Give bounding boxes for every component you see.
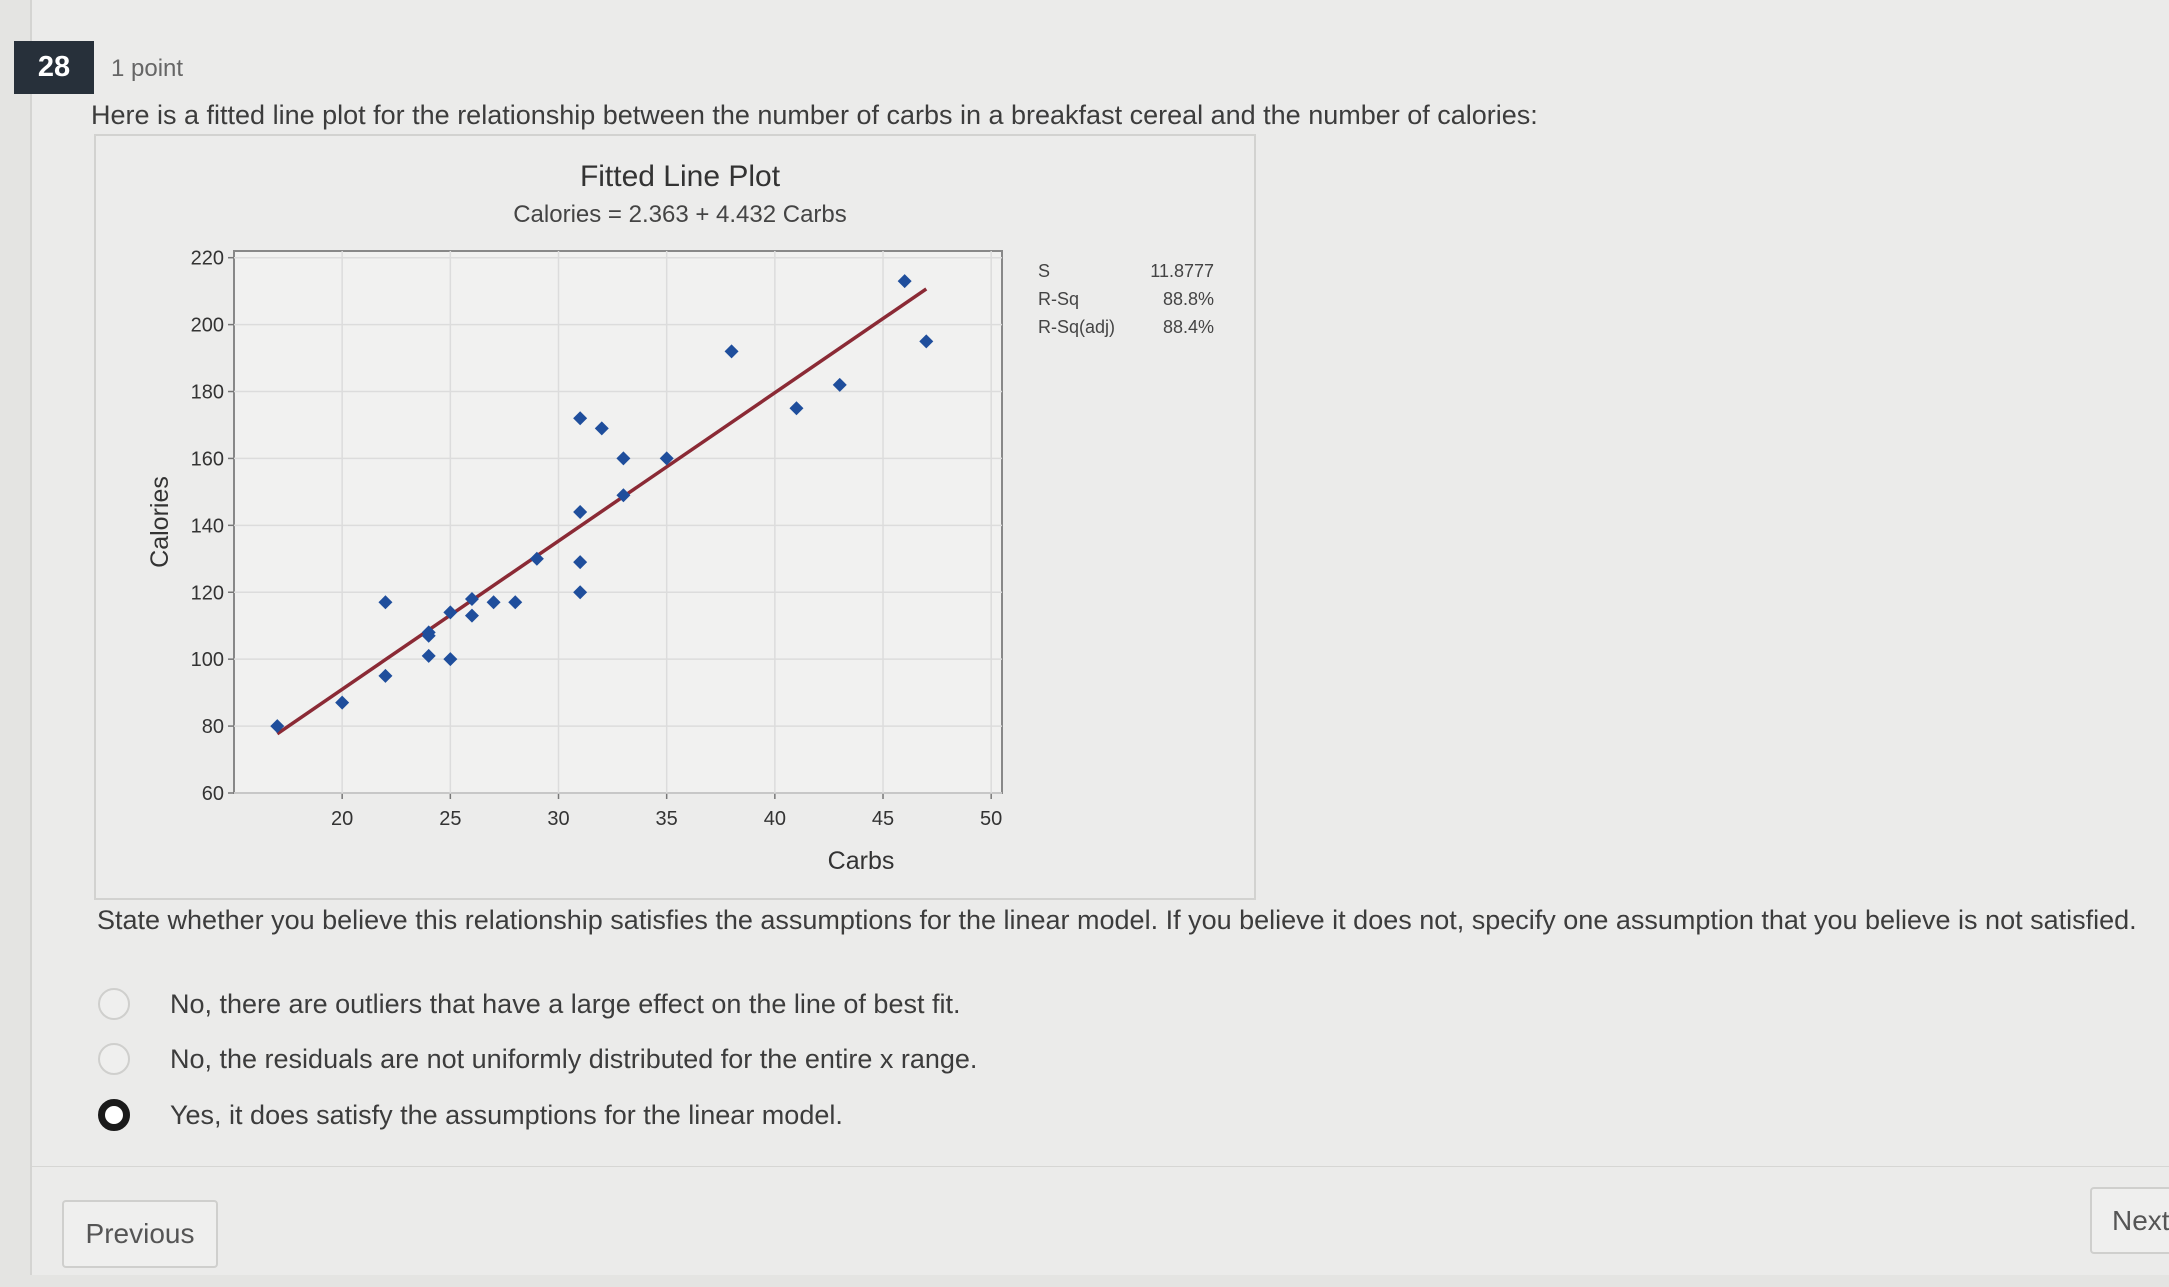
data-point [464,591,479,606]
data-point [270,719,285,734]
data-point [573,504,588,519]
stats-table: S 11.8777 R-Sq 88.8% R-Sq(adj) 88.4% [1038,261,1214,337]
x-tick-label: 45 [872,808,894,830]
data-point [789,401,804,416]
next-button[interactable]: Next [2090,1187,2169,1254]
y-tick-label: 120 [191,582,224,604]
data-point [378,595,393,610]
data-point [421,628,436,643]
y-tick-label: 80 [202,716,224,738]
x-tick-label: 20 [331,808,353,830]
fitted-line-plot: Fitted Line Plot Calories = 2.363 + 4.43… [94,134,1256,900]
data-point [573,411,588,426]
data-point [443,605,458,620]
data-point [508,595,523,610]
answer-option-residuals[interactable]: No, the residuals are not uniformly dist… [98,1043,977,1075]
data-point [616,488,631,503]
radio-button[interactable] [98,988,130,1020]
data-point [594,421,609,436]
data-point [724,344,739,359]
option-label: No, the residuals are not uniformly dist… [170,1043,978,1074]
data-point [573,585,588,600]
option-label: Yes, it does satisfy the assumptions for… [170,1099,843,1130]
stat-label: S [1038,261,1050,281]
option-label: No, there are outliers that have a large… [170,988,961,1019]
x-tick-label: 25 [439,808,461,830]
data-point [616,451,631,466]
stat-value: 11.8777 [1150,261,1214,281]
x-tick-label: 30 [547,808,569,830]
points-label: 1 point [111,55,184,82]
question-number-badge: 28 [14,41,94,94]
y-tick-label: 60 [202,783,224,805]
x-tick-label: 40 [764,808,786,830]
x-tick-label: 50 [980,808,1002,830]
y-tick-label: 220 [191,248,224,270]
stat-label: R-Sq(adj) [1038,317,1115,337]
radio-button-selected[interactable] [98,1099,130,1131]
y-tick-label: 200 [191,315,224,337]
fitted-line [276,287,928,736]
answer-option-yes[interactable]: Yes, it does satisfy the assumptions for… [98,1099,843,1131]
data-point [659,451,674,466]
data-point [421,648,436,663]
y-tick-label: 100 [191,649,224,671]
y-tick-label: 160 [191,448,224,470]
stat-label: R-Sq [1038,289,1079,309]
data-point [443,652,458,667]
y-tick-label: 140 [191,515,224,537]
x-tick-label: 35 [656,808,678,830]
data-point [919,334,934,349]
previous-button[interactable]: Previous [62,1200,218,1268]
chart-subtitle: Calories = 2.363 + 4.432 Carbs [513,201,847,228]
plot-frame [233,250,1003,794]
data-point [335,695,350,710]
chart-svg: Fitted Line Plot Calories = 2.363 + 4.43… [146,160,1214,875]
stat-value: 88.4% [1163,317,1214,337]
question-prompt: State whether you believe this relations… [97,905,2137,935]
radio-button[interactable] [98,1043,130,1075]
data-point [378,668,393,683]
divider [32,1166,2169,1167]
chart-title: Fitted Line Plot [580,160,781,193]
data-point [573,555,588,570]
y-axis-label: Calories [146,476,174,568]
data-point [897,274,912,289]
data-point [464,608,479,623]
question-text: Here is a fitted line plot for the relat… [91,100,1538,130]
data-point [832,377,847,392]
answer-option-outliers[interactable]: No, there are outliers that have a large… [98,988,960,1020]
y-tick-label: 180 [191,382,224,404]
x-axis-label: Carbs [828,847,895,875]
plot-area: 20 25 30 35 40 45 50 60 80 100 120 140 160 180 200 220 [191,248,1003,830]
stat-value: 88.8% [1163,289,1214,309]
data-point [486,595,501,610]
data-point [529,551,544,566]
